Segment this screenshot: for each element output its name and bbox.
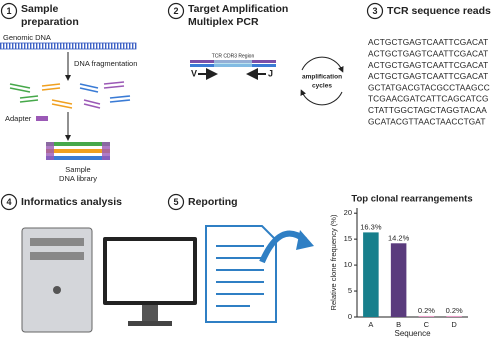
y-tick-label: 10	[344, 260, 352, 269]
sequence-read: CTATTGGCTAGCTAGGTACAA	[368, 105, 487, 115]
sequence-read: ACTGCTGAGTCAATTCGACAT	[368, 71, 488, 81]
step-4: 4 Informatics analysis	[0, 193, 122, 211]
label: Genomic DNA	[3, 33, 51, 42]
bar-chart: Top clonal rearrangements 0 5 10 15 20 16.3% A 1…	[329, 194, 473, 339]
step-title: preparation	[21, 16, 79, 28]
step-number: 1	[6, 6, 11, 16]
value-label: 16.3%	[360, 222, 382, 231]
sequence-read: ACTGCTGAGTCAATTCGACAT	[368, 60, 488, 70]
step-number: 2	[173, 6, 178, 16]
step-badge	[167, 2, 185, 20]
step-number: 4	[6, 197, 11, 207]
label: TCR CDR3 Region	[212, 53, 255, 59]
y-axis-label: Relative clone frequency (%)	[329, 214, 338, 310]
y-tick-label: 5	[348, 286, 352, 295]
value-label: 0.2%	[446, 306, 463, 315]
sequence-read: GCTATGACGTACGCCTAAGCC	[368, 82, 490, 92]
bar	[446, 315, 462, 317]
step-title: Multiplex PCR	[188, 16, 259, 28]
label: Sample	[65, 165, 90, 174]
step-badge	[167, 193, 185, 211]
step-2: 2 Target Amplification Multiplex PCR	[167, 2, 288, 28]
label: DNA library	[59, 174, 97, 183]
value-label: 14.2%	[388, 233, 410, 242]
cycle-arrow	[300, 89, 343, 106]
region	[214, 60, 252, 67]
step-title: Sample	[21, 3, 59, 15]
cycle-arrow	[301, 56, 344, 73]
bar	[363, 232, 379, 317]
label: J	[268, 68, 273, 78]
label: Adapter	[5, 114, 32, 123]
step-5: 5 Reporting	[167, 193, 238, 211]
step-number: 5	[173, 197, 178, 207]
report	[205, 225, 314, 323]
value-label: 0.2%	[418, 306, 435, 315]
label: amplification	[302, 74, 342, 81]
step-badge	[366, 2, 384, 20]
step-title: Informatics analysis	[21, 196, 122, 208]
x-tick-label: B	[396, 320, 401, 329]
sequence-read: ACTGCTGAGTCAATTCGACAT	[368, 48, 488, 58]
step-1: 1 Sample preparation	[0, 2, 79, 28]
genomic-dna	[0, 42, 137, 50]
label: V	[191, 68, 197, 78]
step-number: 3	[372, 6, 377, 16]
fragments	[9, 81, 131, 109]
label: DNA fragmentation	[74, 59, 137, 68]
library	[46, 142, 110, 160]
y-tick-label: 15	[344, 234, 352, 243]
step-title: TCR sequence reads	[387, 5, 491, 17]
sequence-read: TCGAACGATCATTCAGCATCG	[368, 94, 489, 104]
y-tick-label: 20	[344, 208, 352, 217]
sequence-read: GCATACGTTAACTAACCTGAT	[368, 116, 486, 126]
x-tick-label: C	[424, 320, 430, 329]
computer	[21, 227, 197, 333]
step-title: Reporting	[188, 196, 238, 208]
chart-title: Top clonal rearrangements	[351, 194, 472, 205]
x-tick-label: D	[451, 320, 457, 329]
bar	[418, 315, 435, 317]
step-title: Target Amplification	[188, 3, 288, 15]
step-3: 3 TCR sequence reads	[366, 2, 491, 20]
step-badge	[0, 2, 18, 20]
y-tick-label: 0	[348, 312, 352, 321]
sequence-read: ACTGCTGAGTCAATTCGACAT	[368, 37, 488, 47]
x-axis-label: Sequence	[394, 329, 431, 338]
step-badge	[0, 193, 18, 211]
adapter	[36, 116, 48, 121]
sequence-reads: ACTGCTGAGTCAATTCGACATACTGCTGAGTCAATTCGAC…	[368, 37, 490, 126]
label: cycles	[312, 83, 332, 90]
x-tick-label: A	[368, 320, 373, 329]
bar	[390, 243, 407, 317]
